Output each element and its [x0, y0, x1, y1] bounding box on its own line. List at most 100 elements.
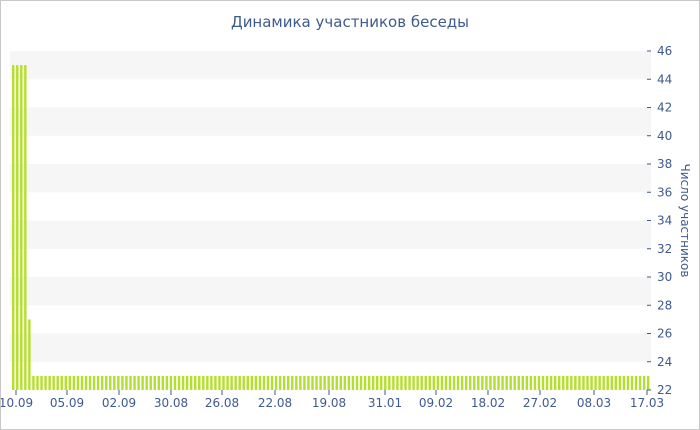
bar	[400, 375, 403, 391]
bar	[117, 375, 120, 391]
bar	[416, 375, 419, 391]
bar	[424, 375, 427, 391]
bar	[250, 375, 254, 391]
bar	[169, 375, 173, 391]
grid-band	[10, 220, 651, 249]
bar	[319, 375, 322, 391]
bar	[339, 375, 343, 391]
bar	[202, 375, 205, 391]
y-tick-label: 36	[657, 185, 672, 199]
bar	[388, 375, 391, 391]
y-tick-label: 24	[657, 355, 672, 369]
bar	[311, 375, 314, 391]
bar	[16, 65, 19, 391]
bar	[335, 375, 338, 391]
bar	[460, 375, 464, 391]
bar	[562, 375, 565, 391]
grid-band	[10, 277, 651, 306]
bar	[210, 375, 213, 391]
bar	[602, 375, 605, 391]
bar	[270, 375, 274, 391]
bar	[448, 375, 452, 391]
bar	[553, 375, 557, 391]
bar	[509, 375, 512, 391]
bar	[412, 375, 415, 391]
x-tick-label: 02.09	[102, 396, 136, 410]
bar	[452, 375, 456, 391]
bar	[198, 375, 201, 391]
bar	[626, 375, 630, 391]
bar	[545, 375, 549, 391]
bar	[432, 375, 436, 391]
bar	[493, 375, 496, 391]
bar	[287, 375, 290, 391]
bar	[28, 319, 31, 391]
bar	[481, 375, 484, 391]
bar	[464, 375, 468, 391]
bar	[351, 375, 355, 391]
x-tick-label: 30.08	[154, 396, 188, 410]
bar	[20, 65, 23, 391]
bar	[327, 375, 330, 391]
bar	[541, 375, 545, 391]
bar	[436, 375, 440, 391]
bar	[88, 375, 92, 391]
bar	[173, 375, 177, 391]
bar	[254, 375, 258, 391]
bar	[614, 375, 618, 391]
y-tick-label: 30	[657, 270, 672, 284]
y-tick-label: 42	[657, 101, 672, 115]
x-tick-label: 10.09	[1, 396, 33, 410]
bar	[266, 375, 270, 391]
bar	[489, 375, 492, 391]
bar	[32, 375, 35, 391]
bar	[44, 375, 47, 391]
bar	[533, 375, 537, 391]
x-tick-label: 22.08	[258, 396, 292, 410]
x-tick-label: 08.03	[577, 396, 611, 410]
bar	[598, 375, 601, 391]
bar	[566, 375, 569, 391]
bar	[157, 375, 161, 391]
x-tick-label: 09.02	[419, 396, 453, 410]
bar	[76, 375, 80, 391]
bar	[384, 375, 387, 391]
bar	[153, 375, 156, 391]
bar	[295, 375, 298, 391]
bar	[242, 375, 245, 391]
bar	[218, 375, 221, 391]
bar	[282, 375, 286, 391]
bar	[96, 375, 100, 391]
bar	[206, 375, 209, 391]
bar	[501, 375, 504, 391]
bar	[355, 375, 359, 391]
bar	[420, 375, 423, 391]
bar	[109, 375, 112, 391]
y-tick-label: 34	[657, 214, 672, 228]
bar	[149, 375, 152, 391]
bar	[226, 375, 229, 391]
bar	[537, 375, 541, 391]
bar	[72, 375, 76, 391]
bar	[303, 375, 306, 391]
bar	[56, 375, 59, 391]
bar	[137, 375, 140, 391]
bar	[299, 375, 302, 391]
bar	[444, 375, 448, 391]
bar	[125, 375, 128, 391]
bar	[214, 375, 217, 391]
bar	[392, 375, 395, 391]
bar	[68, 375, 72, 391]
bar	[181, 375, 185, 391]
bar	[347, 375, 351, 391]
bar	[594, 375, 597, 391]
bar	[307, 375, 310, 391]
bar	[141, 375, 144, 391]
bar	[165, 375, 169, 391]
bar	[133, 375, 136, 391]
bar	[36, 375, 39, 391]
y-tick-label: 32	[657, 242, 672, 256]
bar	[177, 375, 181, 391]
